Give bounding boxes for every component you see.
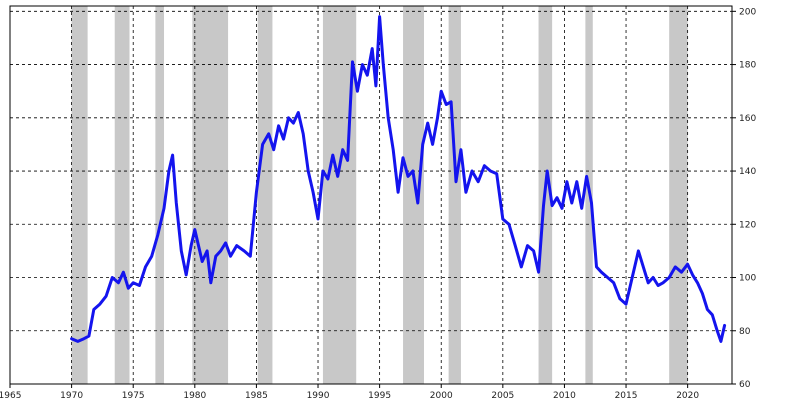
x-tick-label: 2010	[553, 391, 576, 401]
shaded-period	[669, 6, 688, 384]
x-tick-label: 1970	[60, 391, 83, 401]
x-tick-label: 2005	[491, 391, 514, 401]
x-tick-label: 2015	[615, 391, 638, 401]
plot-frame	[9, 5, 733, 385]
shaded-period	[114, 6, 130, 384]
x-tick-label: 1980	[183, 391, 206, 401]
y-tick-label: 180	[739, 61, 756, 71]
shaded-period	[155, 6, 165, 384]
gridlines	[9, 6, 732, 384]
y-tick-label: 100	[739, 274, 756, 284]
x-tick-label: 1985	[245, 391, 268, 401]
x-axis-ticks: 1965 1970 1975 1980 1985 1990 1995 2000 2005 2010…	[0, 384, 699, 401]
series-line	[70, 15, 727, 343]
x-tick-label: 1990	[307, 391, 330, 401]
x-tick-label: 1965	[0, 391, 21, 401]
y-tick-label: 80	[739, 327, 751, 337]
x-tick-label: 1995	[368, 391, 391, 401]
x-tick-label: 1975	[122, 391, 145, 401]
shaded-period	[448, 6, 461, 384]
y-tick-label: 200	[739, 7, 756, 17]
x-tick-label: 2020	[676, 391, 699, 401]
y-axis-ticks: 60 80 100 120 140 160 180 200	[732, 7, 756, 390]
x-tick-label: 2000	[430, 391, 453, 401]
shaded-period	[403, 6, 424, 384]
y-tick-label: 140	[739, 167, 756, 177]
y-tick-label: 120	[739, 220, 756, 230]
y-tick-label: 60	[739, 380, 751, 390]
y-tick-label: 160	[739, 114, 756, 124]
shaded-period	[257, 6, 273, 384]
shaded-period	[192, 6, 229, 384]
shaded-period	[71, 6, 88, 384]
